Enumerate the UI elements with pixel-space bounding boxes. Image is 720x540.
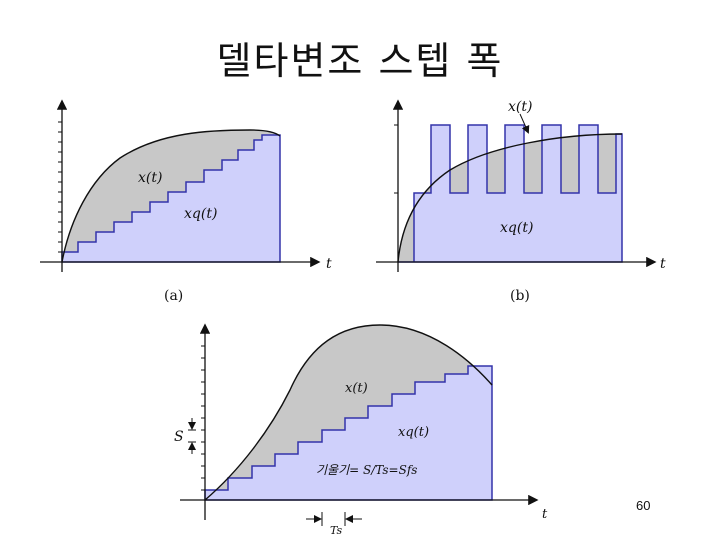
panel-b: x(t) xq(t) t (b) [376,99,666,304]
step-size-marker [188,418,196,454]
panel-b-signal-curve [397,133,623,263]
panel-a-caption: (a) [164,288,183,304]
slide-title: 델타변조 스텝 폭 [216,39,504,83]
panel-a-staircase-label: xq(t) [184,206,217,222]
panel-a-signal-curve [61,129,281,263]
panel-c-staircase-label: xq(t) [398,425,429,440]
panel-a-axis-label: t [326,256,332,272]
panel-c-signal-label: x(t) [345,381,368,396]
step-size-label: S [174,429,184,445]
panel-b-signal-pointer [519,113,530,134]
panel-c-signal-curve [204,324,493,501]
page-number: 60 [636,498,651,513]
panel-c: S Ts x(t) xq(t) 기울기= S/Ts=Sfs t [174,323,548,537]
period-marker [306,512,362,526]
panel-a-staircase-area [61,134,281,263]
panel-b-axis-label: t [660,256,666,272]
panel-c-axis-label: t [542,507,548,522]
panel-b-staircase-label: xq(t) [500,220,533,236]
period-label: Ts [330,524,343,537]
panel-a: x(t) xq(t) t (a) [40,99,332,304]
panel-b-staircase-area [398,124,623,263]
panel-b-caption: (b) [510,288,530,304]
panel-a-signal-label: x(t) [138,170,162,186]
panel-c-staircase-area [204,365,493,501]
slope-label: 기울기= S/Ts=Sfs [316,463,417,477]
panel-b-signal-label: x(t) [508,99,532,115]
